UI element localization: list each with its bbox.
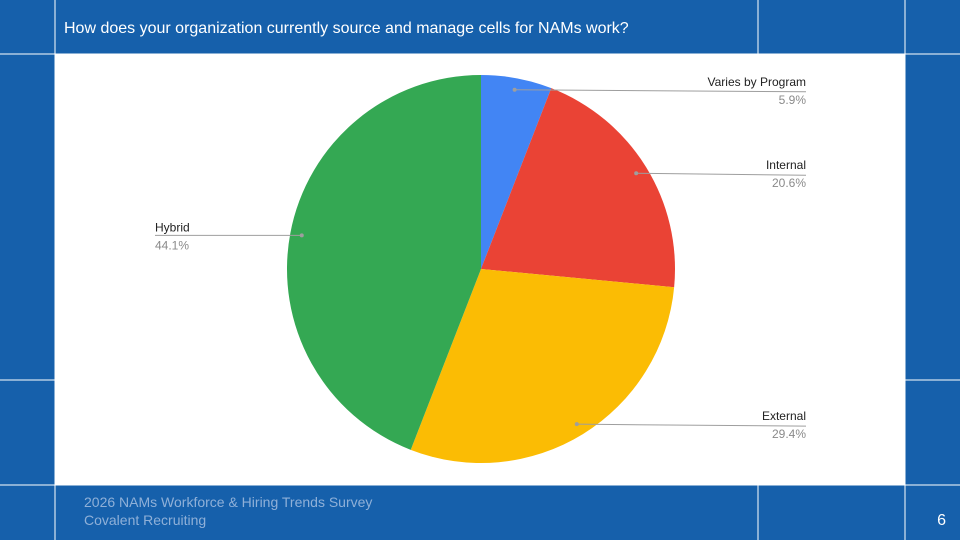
chart-title: How does your organization currently sou… (64, 20, 629, 37)
slice-value-label: 44.1% (155, 238, 189, 252)
footer-line: 2026 NAMs Workforce & Hiring Trends Surv… (84, 494, 372, 510)
slice-value-label: 29.4% (772, 427, 806, 441)
leader-line (514, 89, 807, 93)
leader-dot (299, 233, 304, 238)
page-number: 6 (937, 512, 946, 529)
slice-label: Internal (766, 158, 806, 172)
leader-line (636, 172, 807, 176)
slice-label: Varies by Program (708, 75, 806, 89)
slice-label: Hybrid (155, 220, 190, 234)
footer-line: Covalent Recruiting (84, 512, 206, 528)
leader-dot (574, 422, 579, 427)
slice-label: External (762, 409, 806, 423)
leader-dot (634, 171, 639, 176)
pie-slice (481, 75, 552, 269)
leader-dot (512, 87, 517, 92)
slice-value-label: 5.9% (779, 93, 807, 107)
pie-slice (286, 74, 481, 450)
pie-slice (481, 88, 675, 288)
pie-slice (410, 269, 675, 464)
leader-line (576, 423, 807, 427)
slice-value-label: 20.6% (772, 176, 806, 190)
